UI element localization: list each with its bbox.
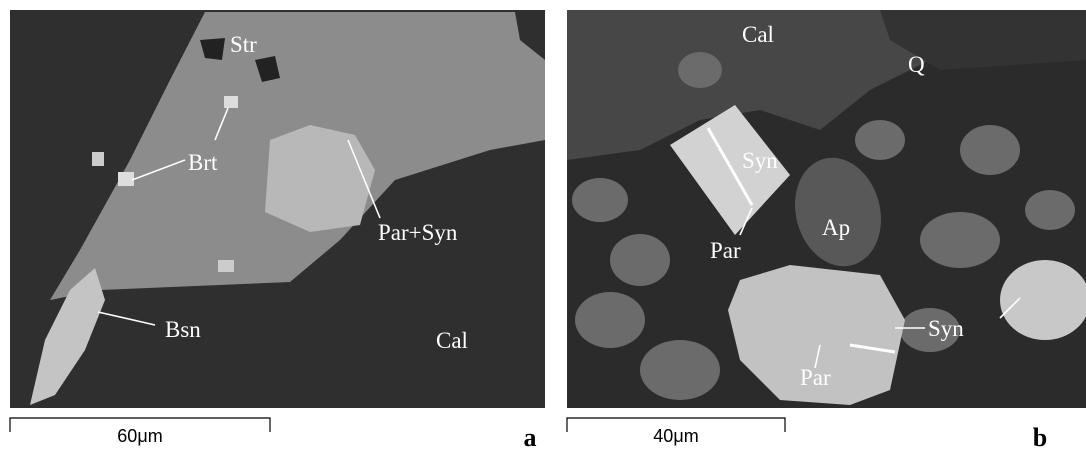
grain xyxy=(218,260,234,272)
scale-label: 60μm xyxy=(117,426,162,446)
panel-b: Cal Q Syn Ap Par Syn Par 40μm b xyxy=(567,10,1086,452)
panel-label: b xyxy=(1033,423,1047,452)
scale-label: 40μm xyxy=(653,426,698,446)
annotation: Syn xyxy=(928,316,964,341)
barite-grain xyxy=(92,152,104,166)
annotation: Syn xyxy=(742,148,778,173)
panel-label: a xyxy=(524,423,537,452)
annotation: Brt xyxy=(188,150,218,175)
annotation: Cal xyxy=(436,328,468,353)
annotation: Par+Syn xyxy=(378,220,458,245)
annotation: Ap xyxy=(822,215,850,240)
figure: Str Brt Par+Syn Bsn Cal 60μm a Cal Q Syn xyxy=(0,0,1086,454)
annotation: Par xyxy=(800,365,831,390)
annotation: Cal xyxy=(742,22,774,47)
barite-grain xyxy=(118,172,134,186)
annotation: Par xyxy=(710,238,741,263)
annotation: Bsn xyxy=(165,317,201,342)
panel-a: Str Brt Par+Syn Bsn Cal 60μm a xyxy=(10,10,545,452)
barite-grain xyxy=(224,96,238,108)
annotation: Str xyxy=(230,32,257,57)
par-syn-grain xyxy=(1000,260,1086,340)
annotation: Q xyxy=(908,52,925,77)
